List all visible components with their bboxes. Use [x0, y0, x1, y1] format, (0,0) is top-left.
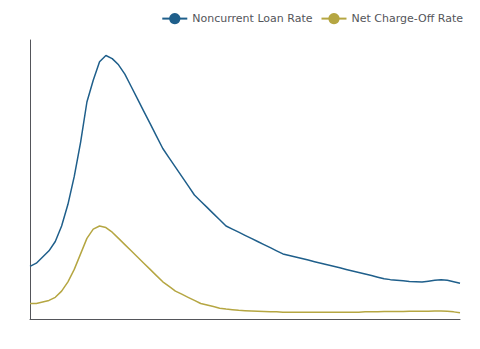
svg-text:Net Charge-Off Rate: Net Charge-Off Rate — [351, 12, 463, 25]
svg-text:Noncurrent Loan Rate: Noncurrent Loan Rate — [192, 12, 312, 25]
